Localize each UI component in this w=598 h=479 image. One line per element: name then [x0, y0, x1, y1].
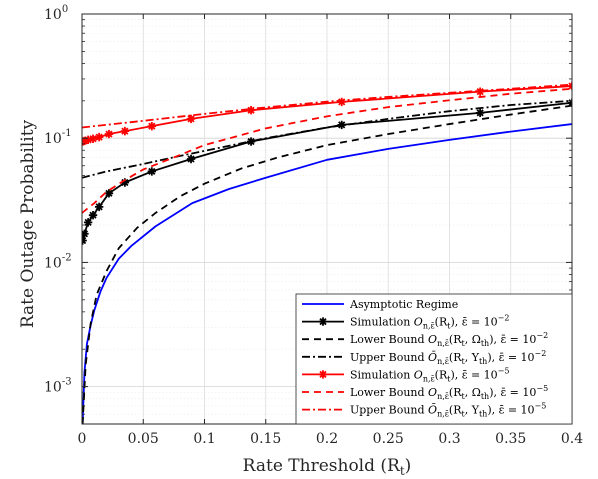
legend-label-1: Asymptotic Regime — [349, 298, 458, 311]
legend-label-4: Upper Bound Ōn,ε̄(Rt, Υth), ε̄ = 10−2 — [350, 349, 546, 366]
legend-marker-2 — [318, 317, 328, 326]
x-axis-title: Rate Threshold (Rt) — [243, 456, 412, 478]
x-tick-label: 0 — [78, 431, 87, 447]
legend-box — [295, 293, 573, 425]
tick-labels: 0 0.05 0.1 0.15 0.2 0.25 0.3 0.35 0.4 10-3 10-2 10-… — [44, 4, 583, 447]
x-tick-label: 0.15 — [250, 431, 281, 447]
series-5-point — [82, 136, 89, 146]
legend-label-2: Simulation On,ε̄(Rt), ε̄ = 10−2 — [350, 314, 509, 331]
series-5-point — [88, 134, 98, 143]
legend-label-5: Simulation On,ε̄(Rt), ε̄ = 10−5 — [350, 366, 509, 383]
legend-marker-5 — [318, 370, 328, 379]
legend: Asymptotic Regime Simulation On,ε̄(Rt), ε… — [295, 293, 573, 425]
y-tick-label: 10-1 — [44, 128, 72, 147]
series-5-point — [104, 129, 114, 139]
series-1 — [82, 123, 572, 424]
y-tick-label: 100 — [44, 4, 68, 23]
y-tick-label: 10-3 — [44, 377, 72, 396]
series-5-point — [246, 106, 256, 115]
series-2-point — [83, 218, 93, 227]
series-line-3 — [82, 104, 572, 424]
series-5-point — [120, 126, 130, 136]
x-tick-label: 0.2 — [316, 431, 338, 447]
series-2-point — [82, 229, 89, 238]
series-2-point — [337, 120, 346, 130]
legend-label-7: Upper Bound Ōn,ε̄(Rt, Υth), ε̄ = 10−5 — [350, 402, 546, 419]
series-2-point — [120, 178, 130, 187]
x-tick-label: 0.3 — [438, 431, 460, 447]
series-2-point — [88, 210, 98, 220]
series-2-point — [82, 236, 87, 245]
x-tick-label: 0.25 — [373, 431, 404, 447]
series-line-6 — [82, 87, 572, 214]
series-5-point — [475, 87, 485, 96]
series-2-point — [186, 154, 196, 164]
series-6 — [82, 87, 572, 214]
series-5-point — [337, 97, 346, 107]
legend-label-6: Lower Bound On,ε̄(Rt, Ωth), ε̄ = 10−5 — [350, 384, 548, 401]
series-layer — [82, 81, 572, 424]
series-5-point — [186, 114, 196, 124]
series-5-point — [94, 132, 104, 142]
series-4 — [82, 99, 572, 179]
y-tick-label: 10-2 — [44, 252, 72, 271]
series-line-7 — [82, 83, 572, 129]
legend-label-3: Lower Bound On,ε̄(Rt, Ωth), ε̄ = 10−2 — [350, 331, 548, 348]
series-line-1 — [82, 123, 572, 424]
series-2-point — [94, 202, 104, 212]
x-tick-label: 0.35 — [495, 431, 526, 447]
series-5-point — [83, 135, 93, 145]
series-line-4 — [82, 99, 572, 179]
series-5-point — [147, 121, 157, 131]
y-axis-title: Rate Outage Probability — [18, 119, 38, 328]
series-2-point — [147, 167, 157, 176]
x-tick-label: 0.1 — [193, 431, 215, 447]
x-tick-label: 0.4 — [561, 431, 583, 447]
series-3 — [82, 104, 572, 424]
series-5 — [82, 81, 572, 146]
x-tick-label: 0.05 — [128, 431, 159, 447]
series-2-point — [475, 108, 485, 118]
series-2-point — [104, 189, 114, 198]
series-7 — [82, 83, 572, 129]
